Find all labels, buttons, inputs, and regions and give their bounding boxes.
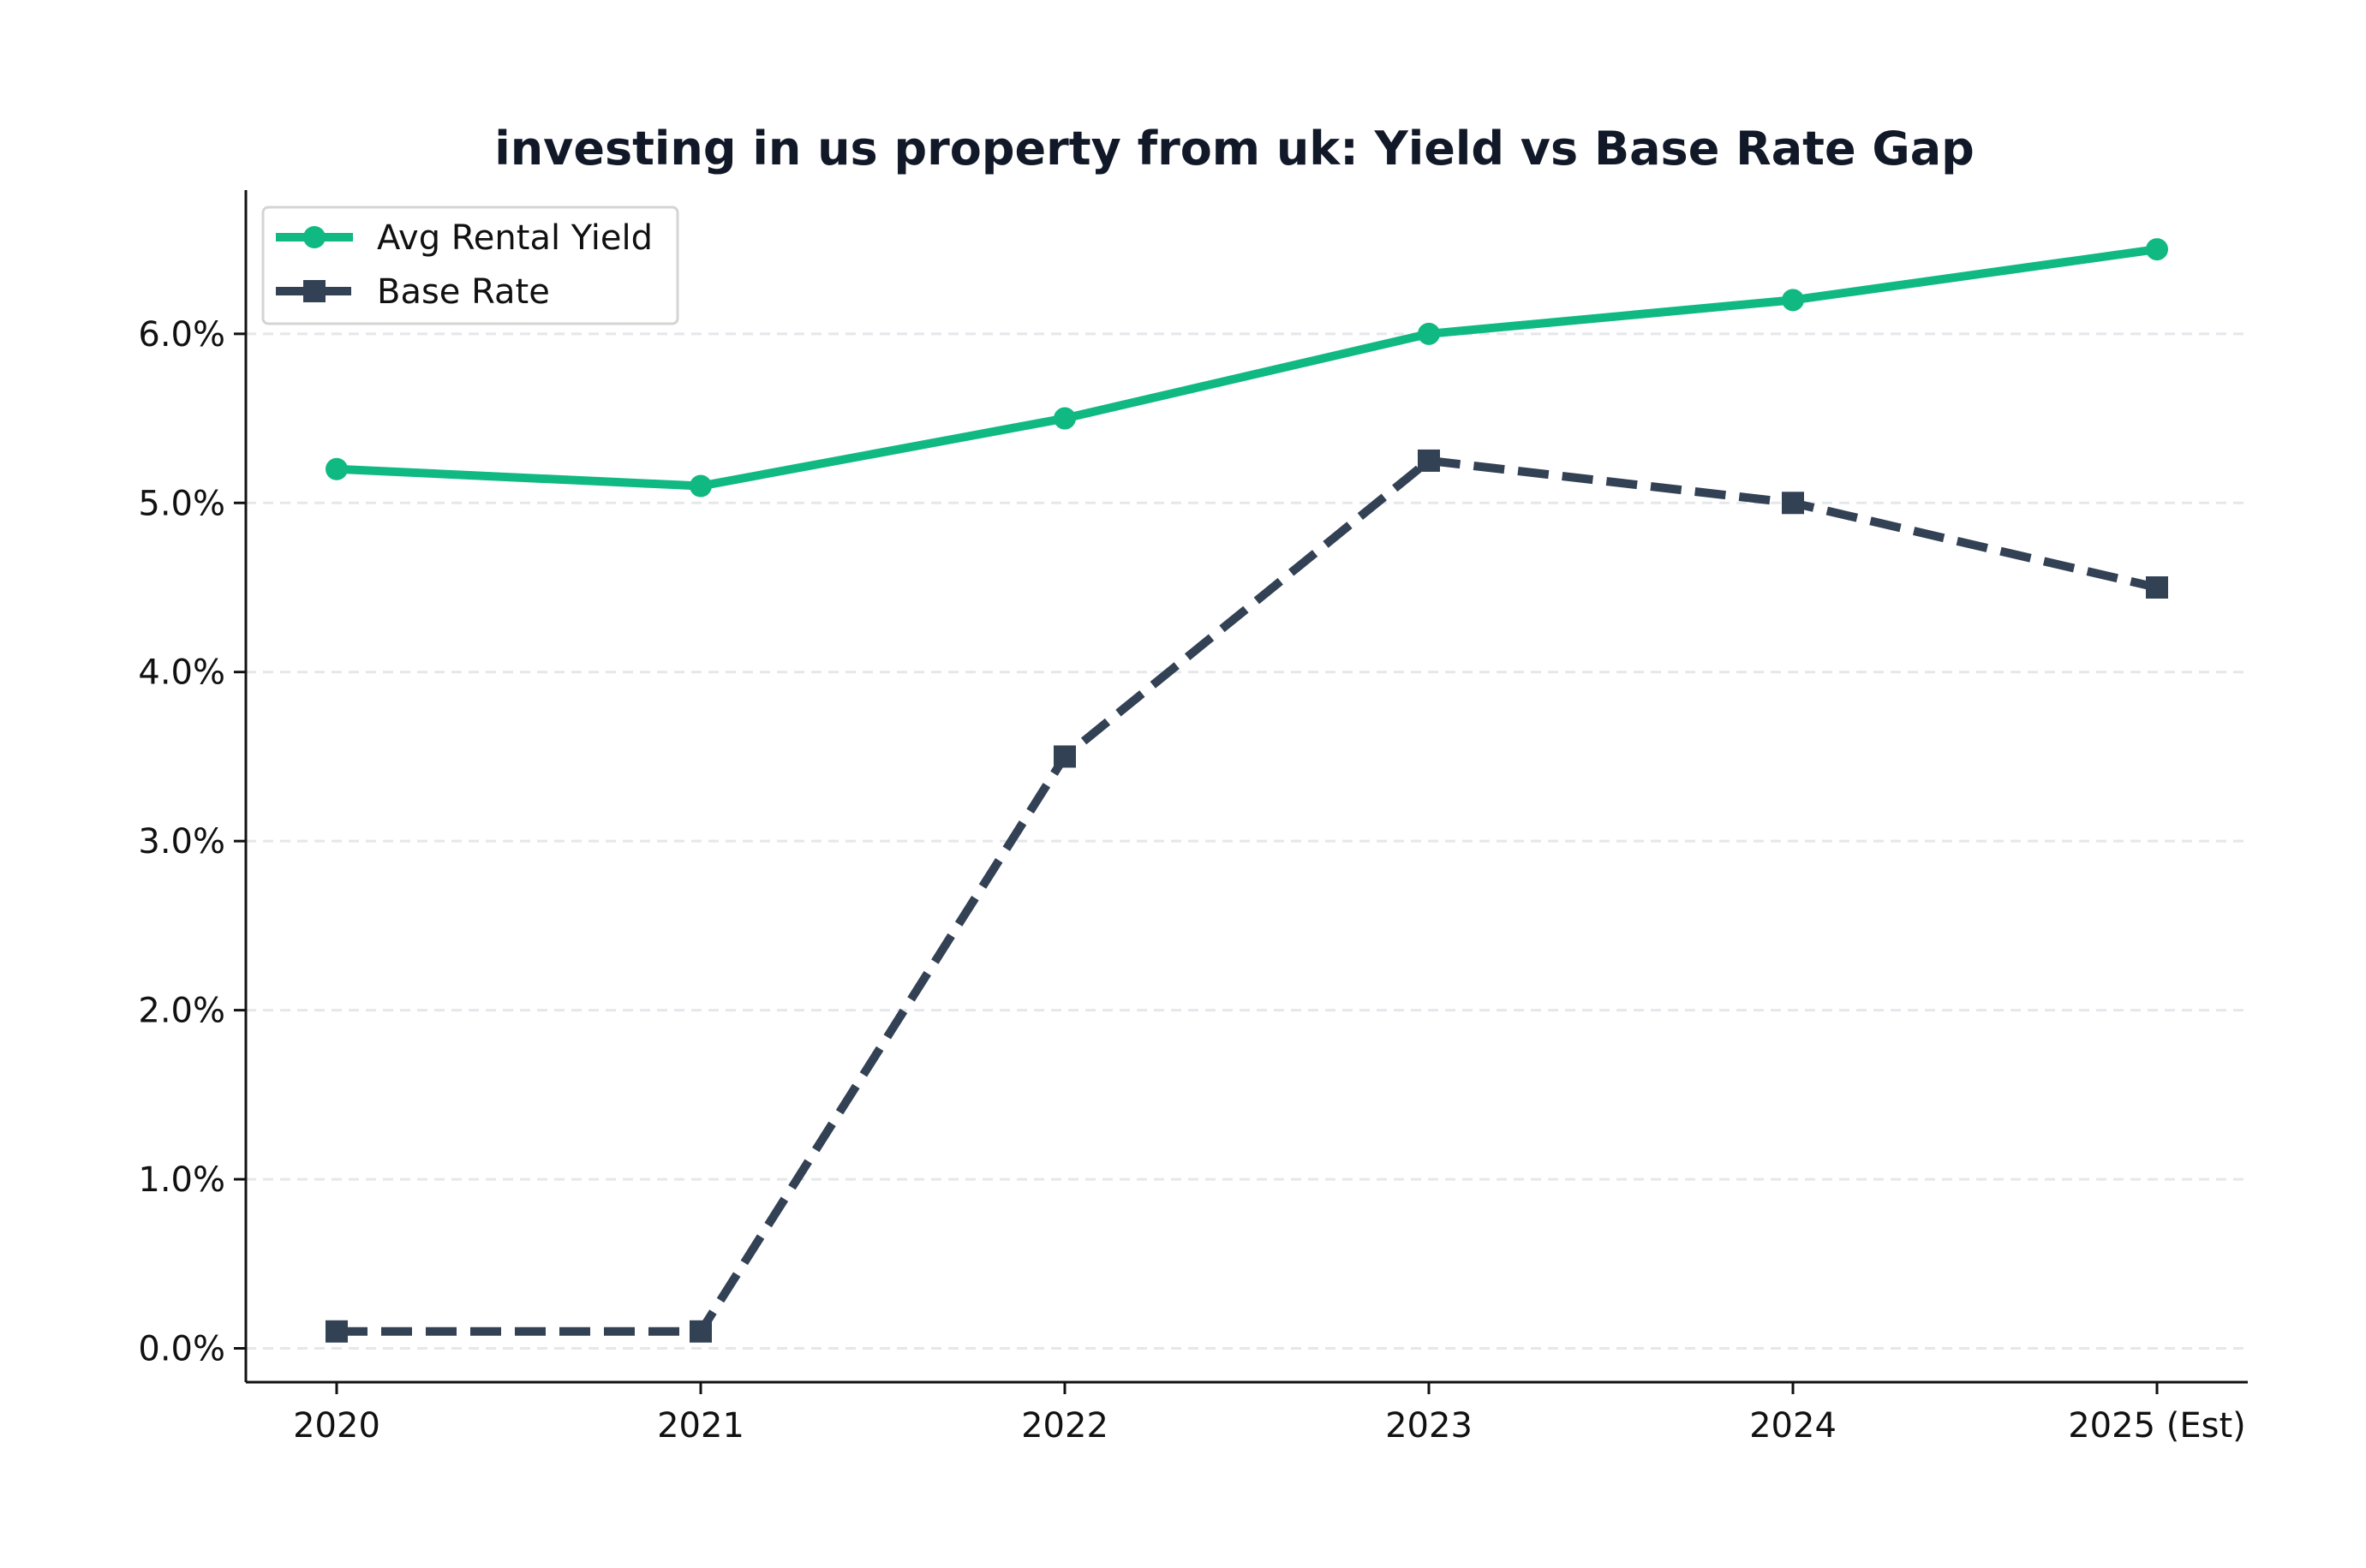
- legend: Avg Rental Yield Base Rate: [261, 206, 679, 325]
- series-group: [326, 238, 2168, 1343]
- series-line-base-rate: [337, 456, 2159, 1336]
- legend-marker-avg-rental-yield: [303, 226, 326, 248]
- axes: 0.0% 1.0% 2.0% 3.0% 4.0% 5.0% 6.0% 2020 2021 2022…: [138, 190, 2248, 1446]
- x-tick-label: 2023: [1385, 1406, 1473, 1446]
- series-avg-rental-yield: [326, 238, 2168, 498]
- y-tick-label: 1.0%: [138, 1160, 225, 1200]
- y-tick-label: 2.0%: [138, 992, 225, 1031]
- data-point-avg-rental-yield: [690, 474, 712, 498]
- x-tick-label: 2024: [1749, 1406, 1837, 1446]
- y-tick-label: 4.0%: [138, 653, 225, 693]
- x-tick-label: 2020: [293, 1406, 380, 1446]
- data-point-base-rate: [326, 1320, 348, 1343]
- data-point-avg-rental-yield: [1054, 407, 1076, 430]
- gridlines: [246, 332, 2248, 1350]
- data-point-avg-rental-yield: [2146, 238, 2168, 261]
- legend-label-avg-rental-yield: Avg Rental Yield: [377, 218, 653, 258]
- data-point-avg-rental-yield: [326, 457, 348, 480]
- series-base-rate: [326, 449, 2168, 1343]
- x-tick-label: 2025 (Est): [2068, 1406, 2246, 1446]
- x-tick-label: 2022: [1021, 1406, 1108, 1446]
- legend-frame: [261, 206, 679, 325]
- y-tick-label: 0.0%: [138, 1330, 225, 1369]
- x-tick-label: 2021: [657, 1406, 744, 1446]
- data-point-base-rate: [2146, 576, 2168, 599]
- y-tick-label: 3.0%: [138, 822, 225, 862]
- chart-title: investing in us property from uk: Yield …: [494, 122, 1975, 176]
- y-tick-label: 6.0%: [138, 315, 225, 355]
- legend-label-base-rate: Base Rate: [377, 272, 550, 312]
- data-point-avg-rental-yield: [1782, 289, 1804, 312]
- data-point-base-rate: [1418, 449, 1440, 472]
- series-line-avg-rental-yield: [332, 245, 2161, 491]
- data-point-avg-rental-yield: [1418, 322, 1440, 345]
- data-point-base-rate: [1054, 745, 1076, 768]
- legend-marker-base-rate: [303, 280, 326, 302]
- y-tick-label: 5.0%: [138, 484, 225, 523]
- data-point-base-rate: [690, 1320, 712, 1343]
- data-point-base-rate: [1782, 492, 1804, 515]
